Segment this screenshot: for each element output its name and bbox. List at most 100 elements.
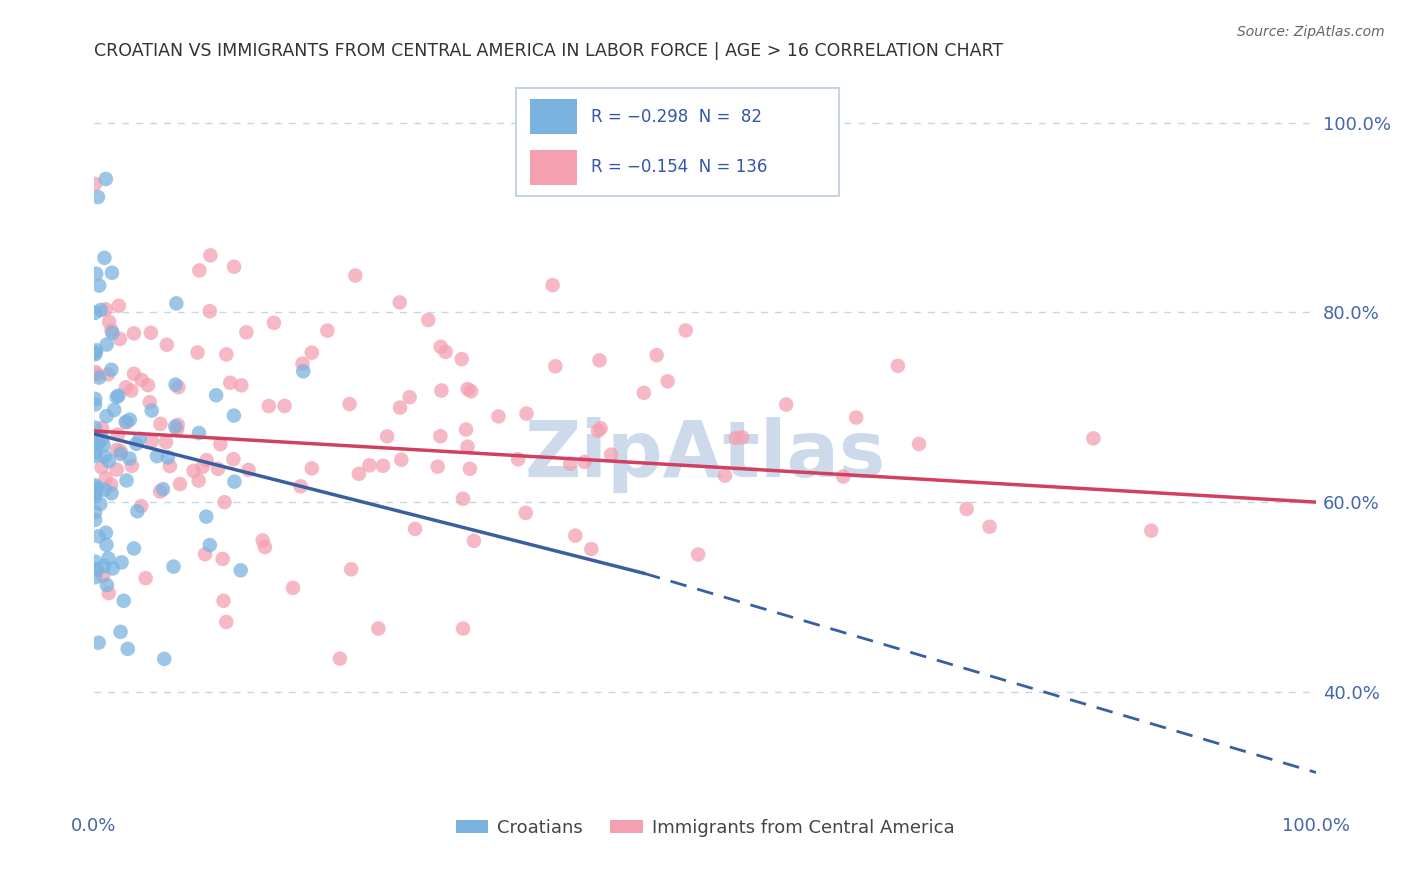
Point <box>84 570 107 584</box>
Point <box>96 538 118 552</box>
Point <box>86 481 108 495</box>
Point <box>93 251 115 265</box>
Point <box>506 452 529 467</box>
Text: Source: ZipAtlas.com: Source: ZipAtlas.com <box>1237 25 1385 39</box>
Point <box>195 453 218 467</box>
Point <box>127 504 149 518</box>
Point <box>229 563 252 577</box>
Point <box>84 483 107 497</box>
Point <box>153 652 176 666</box>
Point <box>375 429 398 443</box>
Point <box>84 487 107 501</box>
Point <box>105 442 128 457</box>
Point <box>1083 431 1105 445</box>
Point <box>107 299 129 313</box>
Point <box>389 452 412 467</box>
Point <box>291 357 314 371</box>
Point <box>454 423 477 437</box>
Point <box>91 569 114 583</box>
FancyBboxPatch shape <box>530 150 576 185</box>
Point <box>589 421 612 435</box>
Point <box>183 464 205 478</box>
Point <box>235 326 257 340</box>
Point <box>581 542 603 557</box>
Point <box>371 458 394 473</box>
Point <box>633 385 655 400</box>
Point <box>86 435 108 450</box>
Point <box>222 260 245 274</box>
Point <box>574 455 596 469</box>
Point <box>675 323 697 337</box>
Point <box>956 502 979 516</box>
Point <box>544 359 567 374</box>
Point <box>97 551 120 566</box>
Point <box>97 368 120 382</box>
Point <box>94 525 117 540</box>
Point <box>122 367 145 381</box>
Point <box>429 340 451 354</box>
Point <box>541 278 564 293</box>
Point <box>122 541 145 556</box>
Point <box>114 415 136 429</box>
Point <box>724 431 747 445</box>
Point <box>451 491 474 506</box>
Point <box>84 392 107 406</box>
Point <box>149 417 172 431</box>
Point <box>93 559 115 574</box>
Point <box>979 519 1001 533</box>
Point <box>108 332 131 346</box>
Point <box>118 412 141 426</box>
Point <box>645 348 668 362</box>
Point <box>84 420 107 434</box>
Point <box>600 448 623 462</box>
Point <box>588 353 610 368</box>
Point <box>115 415 138 429</box>
Point <box>87 190 110 204</box>
Point <box>166 423 188 437</box>
Point <box>100 323 122 337</box>
Point <box>657 374 679 388</box>
Point <box>214 495 236 509</box>
Point <box>105 390 128 404</box>
Point <box>388 295 411 310</box>
Point <box>96 578 118 592</box>
Point <box>344 268 367 283</box>
Point <box>451 622 474 636</box>
Point <box>159 459 181 474</box>
Point <box>110 624 132 639</box>
Point <box>98 315 121 329</box>
Point <box>86 563 108 577</box>
Point <box>84 347 107 361</box>
Point <box>87 436 110 450</box>
Point <box>89 278 111 293</box>
Point <box>84 177 107 191</box>
Point <box>103 403 125 417</box>
Point <box>125 437 148 451</box>
Point <box>166 417 188 432</box>
Point <box>97 454 120 468</box>
Point <box>94 172 117 186</box>
Point <box>263 316 285 330</box>
Point <box>84 449 107 463</box>
Point <box>84 505 107 519</box>
Point <box>1140 524 1163 538</box>
Point <box>149 484 172 499</box>
Point <box>131 373 153 387</box>
Point <box>188 425 211 440</box>
Point <box>257 399 280 413</box>
Point <box>136 378 159 392</box>
Point <box>84 397 107 411</box>
Point <box>101 561 124 575</box>
Point <box>426 459 449 474</box>
Point <box>101 266 124 280</box>
Point <box>146 449 169 463</box>
Point <box>84 306 107 320</box>
Point <box>187 474 209 488</box>
Point <box>94 471 117 485</box>
Point <box>463 533 485 548</box>
Point <box>155 435 177 450</box>
Point <box>162 559 184 574</box>
Point <box>89 497 111 511</box>
Point <box>101 326 124 340</box>
Point <box>84 562 107 576</box>
